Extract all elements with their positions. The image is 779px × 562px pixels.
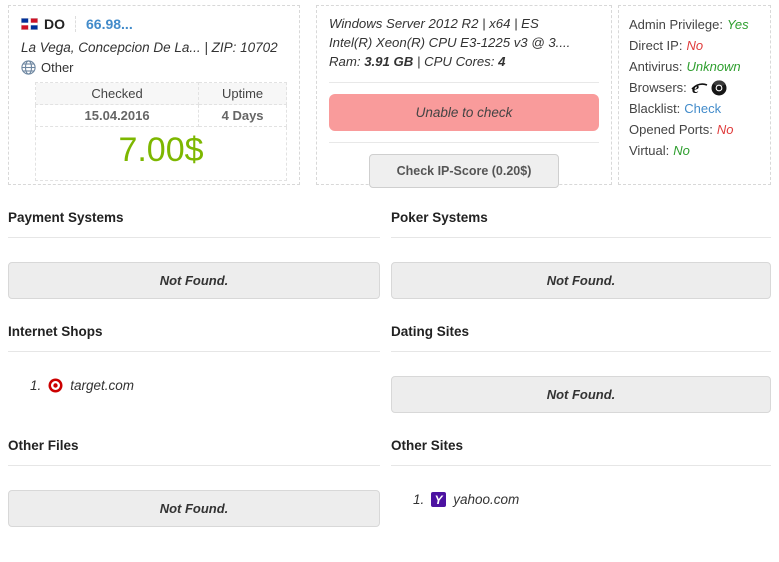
cpu-line: Intel(R) Xeon(R) CPU E3-1225 v3 @ 3.... xyxy=(329,35,571,50)
section-title: Other Files xyxy=(8,438,79,453)
section-title: Other Sites xyxy=(391,438,464,453)
checked-date: 15.04.2016 xyxy=(34,104,200,127)
divider xyxy=(8,237,380,238)
direct-ip-row: Direct IP: No xyxy=(629,35,760,56)
not-found-box: Not Found. xyxy=(8,490,380,527)
unable-to-check-button[interactable]: Unable to check xyxy=(329,94,599,131)
chrome-icon xyxy=(711,79,727,96)
section-other-sites: Other Sites 1. Y yahoo.com xyxy=(391,436,771,527)
not-found-box: Not Found. xyxy=(8,262,380,299)
section-internet-shops: Internet Shops 1. target.com xyxy=(8,322,380,413)
admin-privilege-label: Admin Privilege: xyxy=(629,17,723,32)
virtual-label: Virtual: xyxy=(629,143,670,158)
checked-header: Checked xyxy=(34,82,200,105)
ram-value: 3.91 GB xyxy=(364,54,414,69)
os-line: Windows Server 2012 R2 | x64 | ES xyxy=(329,16,539,31)
target-icon xyxy=(48,378,63,393)
section-title: Payment Systems xyxy=(8,210,124,225)
divider xyxy=(329,82,599,83)
svg-text:e: e xyxy=(692,80,699,96)
cores-value: 4 xyxy=(498,54,506,69)
ip-address-link[interactable]: 66.98... xyxy=(75,16,133,32)
hardware-card: Windows Server 2012 R2 | x64 | ES Intel(… xyxy=(316,5,612,188)
virtual-value: No xyxy=(673,143,690,158)
divider xyxy=(391,237,771,238)
section-payment-systems: Payment Systems Not Found. xyxy=(8,208,380,299)
attributes-card: Admin Privilege: Yes Direct IP: No Antiv… xyxy=(618,5,771,185)
uptime-value: 4 Days xyxy=(198,104,287,127)
section-title: Internet Shops xyxy=(8,324,103,339)
divider xyxy=(329,142,599,143)
list-item-yahoo: 1. Y yahoo.com xyxy=(391,492,771,507)
divider xyxy=(8,351,380,352)
cores-label: CPU Cores: xyxy=(424,54,495,69)
list-item-target: 1. target.com xyxy=(8,378,380,393)
globe-icon xyxy=(21,60,36,75)
not-found-box: Not Found. xyxy=(391,376,771,413)
browsers-row: Browsers: e xyxy=(629,77,760,98)
isp-line: Other xyxy=(21,60,289,75)
site-name: target.com xyxy=(70,378,135,393)
dominican-republic-flag-icon xyxy=(20,17,39,31)
country-code: DO xyxy=(44,16,65,32)
detail-sections: Payment Systems Not Found. Poker Systems… xyxy=(0,185,779,527)
item-index: 1. xyxy=(30,378,42,393)
divider xyxy=(391,465,771,466)
server-id-line: DO 66.98... xyxy=(19,12,289,38)
opened-ports-row: Opened Ports: No xyxy=(629,119,760,140)
item-index: 1. xyxy=(413,492,425,507)
browsers-label: Browsers: xyxy=(629,80,687,95)
uptime-header: Uptime xyxy=(198,82,287,105)
svg-text:Y: Y xyxy=(435,493,444,507)
section-title: Poker Systems xyxy=(391,210,488,225)
blacklist-row: Blacklist: Check xyxy=(629,98,760,119)
separator: | xyxy=(416,54,421,69)
ram-label: Ram: xyxy=(329,54,361,69)
blacklist-label: Blacklist: xyxy=(629,101,681,116)
admin-privilege-value: Yes xyxy=(726,17,749,32)
blacklist-check-link[interactable]: Check xyxy=(684,101,722,116)
antivirus-label: Antivirus: xyxy=(629,59,683,74)
antivirus-value: Unknown xyxy=(686,59,741,74)
price-value: 7.00$ xyxy=(35,126,287,181)
section-title: Dating Sites xyxy=(391,324,470,339)
antivirus-row: Antivirus: Unknown xyxy=(629,56,760,77)
ie-icon: e xyxy=(691,80,708,97)
ram-line: Ram: 3.91 GB | CPU Cores: 4 xyxy=(329,52,599,71)
virtual-row: Virtual: No xyxy=(629,140,760,161)
divider xyxy=(391,351,771,352)
section-other-files: Other Files Not Found. xyxy=(8,436,380,527)
opened-ports-label: Opened Ports: xyxy=(629,122,713,137)
yahoo-icon: Y xyxy=(431,492,447,507)
check-price-table: Checked Uptime 15.04.2016 4 Days 7.00$ xyxy=(34,82,287,181)
server-location: La Vega, Concepcion De La... | ZIP: 1070… xyxy=(21,40,278,55)
direct-ip-value: No xyxy=(686,38,704,53)
server-identity-card: DO 66.98... La Vega, Concepcion De La...… xyxy=(8,5,300,185)
check-ip-score-button[interactable]: Check IP-Score (0.20$) xyxy=(369,154,559,188)
direct-ip-label: Direct IP: xyxy=(629,38,683,53)
divider xyxy=(8,465,380,466)
server-summary-row: DO 66.98... La Vega, Concepcion De La...… xyxy=(0,0,779,188)
opened-ports-value: No xyxy=(716,122,734,137)
section-dating-sites: Dating Sites Not Found. xyxy=(391,322,771,413)
site-name: yahoo.com xyxy=(453,492,520,507)
section-poker-systems: Poker Systems Not Found. xyxy=(391,208,771,299)
not-found-box: Not Found. xyxy=(391,262,771,299)
admin-privilege-row: Admin Privilege: Yes xyxy=(629,14,760,35)
isp-label: Other xyxy=(41,60,74,75)
